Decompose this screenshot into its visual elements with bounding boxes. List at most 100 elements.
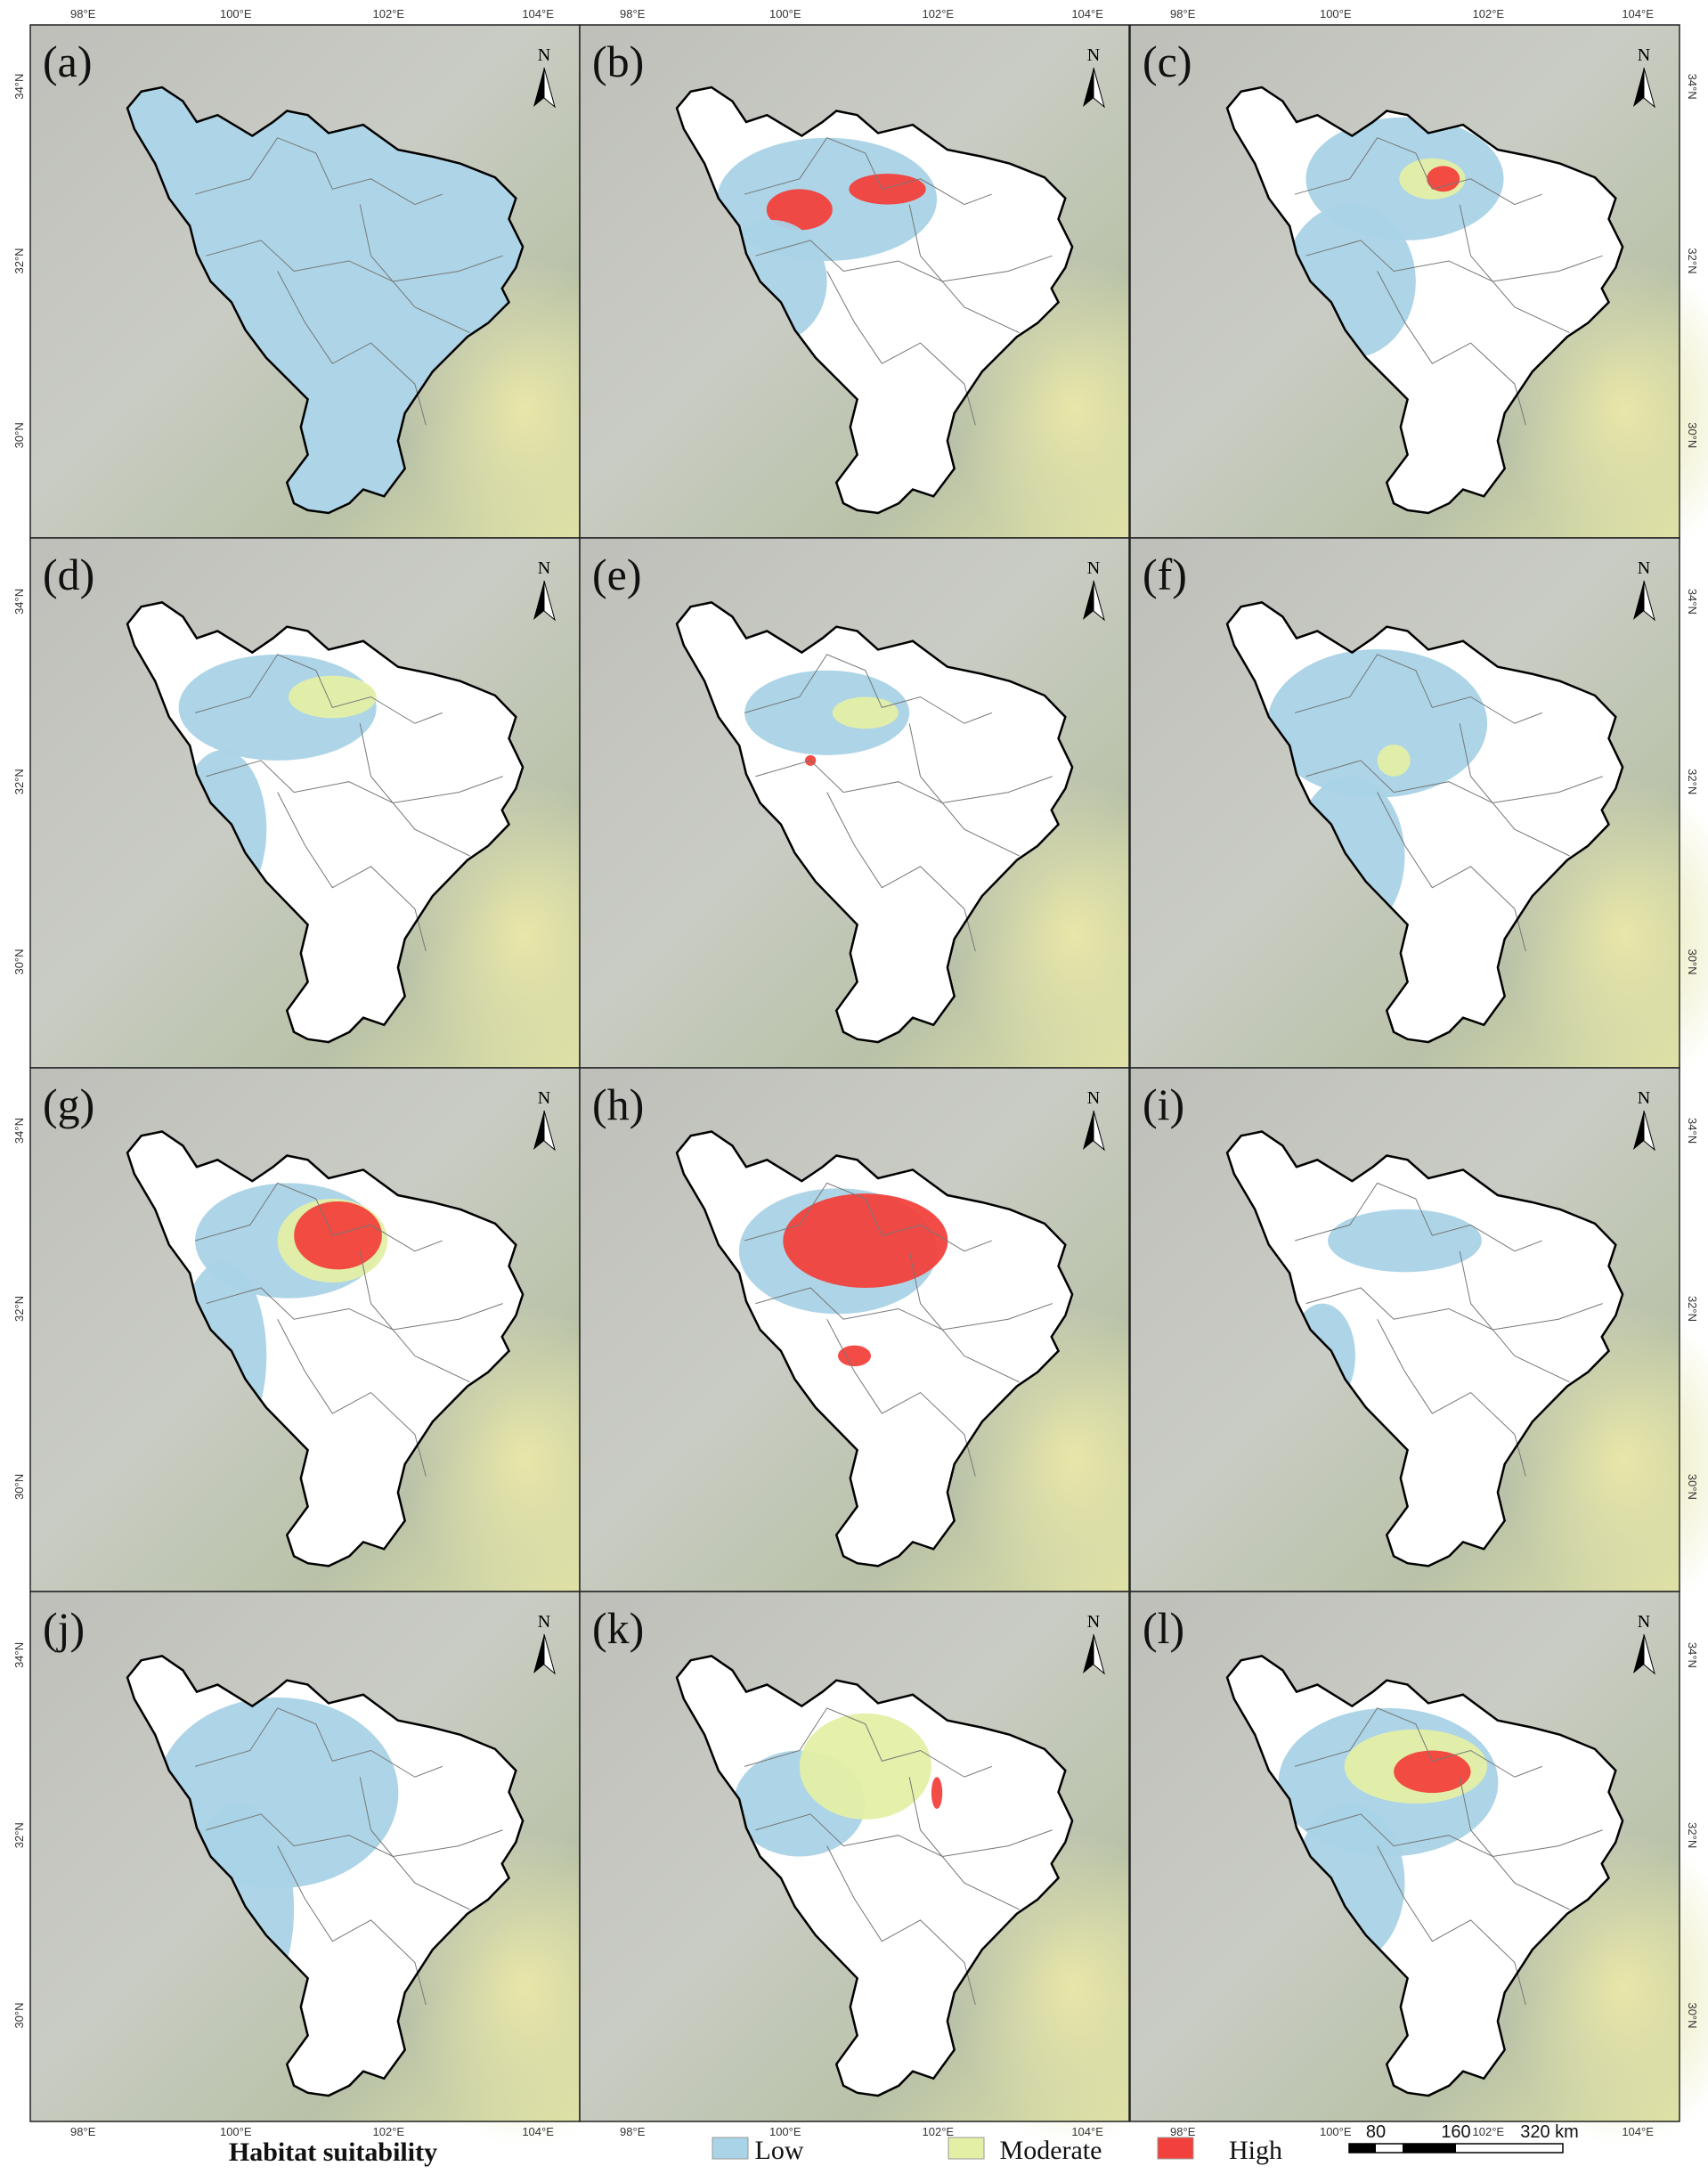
district-border [1459, 723, 1570, 857]
district-border [826, 792, 976, 952]
district-border [194, 1182, 443, 1252]
north-arrow [1093, 1633, 1105, 1675]
region-border [126, 1655, 525, 2097]
scale-label: 160 [1441, 2122, 1470, 2142]
region-border [126, 1130, 525, 1567]
district-border [206, 1813, 503, 1858]
map-panel: (d) N 34°N 32°N 30°N [12, 537, 647, 1095]
legend-swatch [712, 2137, 749, 2160]
district-border [1294, 654, 1542, 724]
north-arrow [1093, 67, 1105, 109]
scale-bar: 80 160 320 km [1348, 2122, 1579, 2154]
district-border [277, 271, 427, 426]
district-border [908, 1250, 1020, 1383]
north-label: N [1638, 1088, 1650, 1108]
lat-label: 32°N [1686, 769, 1699, 794]
north-arrow [1643, 580, 1655, 622]
region-border [1225, 85, 1624, 515]
panel-label: (j) [43, 1603, 85, 1653]
panel-label: (c) [1143, 37, 1192, 86]
north-arrow [1633, 581, 1644, 620]
district-border [826, 1845, 976, 2006]
panel-label: (a) [43, 37, 93, 86]
suitability-patch [783, 1193, 948, 1288]
lat-label: 32°N [12, 248, 26, 273]
lat-label: 30°N [12, 422, 26, 448]
panel-label: (k) [592, 1603, 644, 1653]
map-panel: (k) N 98°E 100°E 102°E 104°E [579, 1591, 1196, 2148]
lat-label: 30°N [1686, 1474, 1699, 1500]
district-border [359, 1250, 470, 1383]
lon-label: 98°E [1170, 2125, 1196, 2138]
region-border [126, 601, 525, 1044]
district-border [206, 760, 503, 804]
district-border [206, 240, 503, 282]
district-border [755, 1813, 1053, 1858]
district-border [1377, 271, 1526, 426]
district-border [1305, 240, 1603, 282]
district-border [1459, 1250, 1570, 1383]
lon-label: 100°E [220, 2125, 252, 2138]
region-border [126, 85, 525, 515]
lon-label: 102°E [373, 7, 405, 20]
lon-label: 100°E [220, 7, 252, 20]
suitability-patch [837, 1345, 872, 1367]
north-arrow [533, 1111, 544, 1150]
district-border [826, 271, 976, 426]
district-border [1459, 204, 1570, 334]
north-arrow [1083, 68, 1094, 107]
map-panel: (h) N [579, 1067, 1196, 1618]
lat-label: 34°N [1686, 74, 1699, 100]
suitability [744, 670, 910, 766]
district-border [1459, 1777, 1570, 1910]
district-border [1294, 137, 1542, 206]
lon-label: 102°E [373, 2125, 405, 2138]
lat-label: 32°N [1686, 248, 1699, 273]
district-border [206, 1287, 503, 1331]
lat-label: 30°N [12, 949, 26, 974]
legend-label: Low [755, 2136, 804, 2165]
district-border [755, 1287, 1053, 1331]
north-arrow [1633, 1111, 1644, 1150]
north-arrow [1643, 1633, 1655, 1675]
region-border [675, 1655, 1074, 2097]
north-label: N [538, 45, 550, 65]
lat-label: 34°N [1686, 1118, 1699, 1144]
lat-label: 32°N [12, 1296, 26, 1322]
district-border [277, 1319, 427, 1477]
panel-label: (i) [1143, 1079, 1184, 1129]
north-label: N [538, 1088, 550, 1108]
map-panel: (e) N [579, 537, 1196, 1095]
lat-label: 30°N [1686, 2002, 1699, 2028]
lat-label: 30°N [1686, 949, 1699, 974]
suitability [733, 1713, 943, 1857]
district-border [277, 792, 427, 952]
map-panel: (i) N 34°N 32°N 30°N [1129, 1067, 1708, 1618]
suitability-patch [832, 696, 899, 729]
north-label: N [1638, 1612, 1650, 1632]
north-arrow [543, 67, 556, 109]
panel-label: (l) [1143, 1603, 1184, 1653]
suitability-patch [1394, 1750, 1471, 1794]
district-border [744, 654, 992, 724]
region [1227, 1131, 1623, 1567]
north-arrow [1093, 1110, 1105, 1152]
panel-label: (g) [43, 1079, 94, 1129]
district-border [1305, 760, 1603, 804]
north-arrow [1093, 580, 1105, 622]
lon-label: 102°E [1473, 2125, 1505, 2138]
lon-label: 98°E [620, 7, 646, 20]
suitability [738, 1188, 948, 1367]
region-border [675, 601, 1074, 1044]
lat-label: 30°N [12, 2002, 26, 2028]
lon-label: 102°E [1473, 7, 1505, 20]
panel-frame [1129, 1591, 1680, 2122]
lon-label: 102°E [923, 2125, 955, 2138]
north-label: N [538, 558, 550, 578]
lon-label: 100°E [1320, 2125, 1352, 2138]
north-arrow [1083, 1111, 1094, 1150]
suitability-patch [744, 670, 910, 755]
lat-label: 30°N [1686, 422, 1699, 448]
district-border [1305, 1287, 1603, 1331]
panel-label: (f) [1143, 550, 1187, 599]
